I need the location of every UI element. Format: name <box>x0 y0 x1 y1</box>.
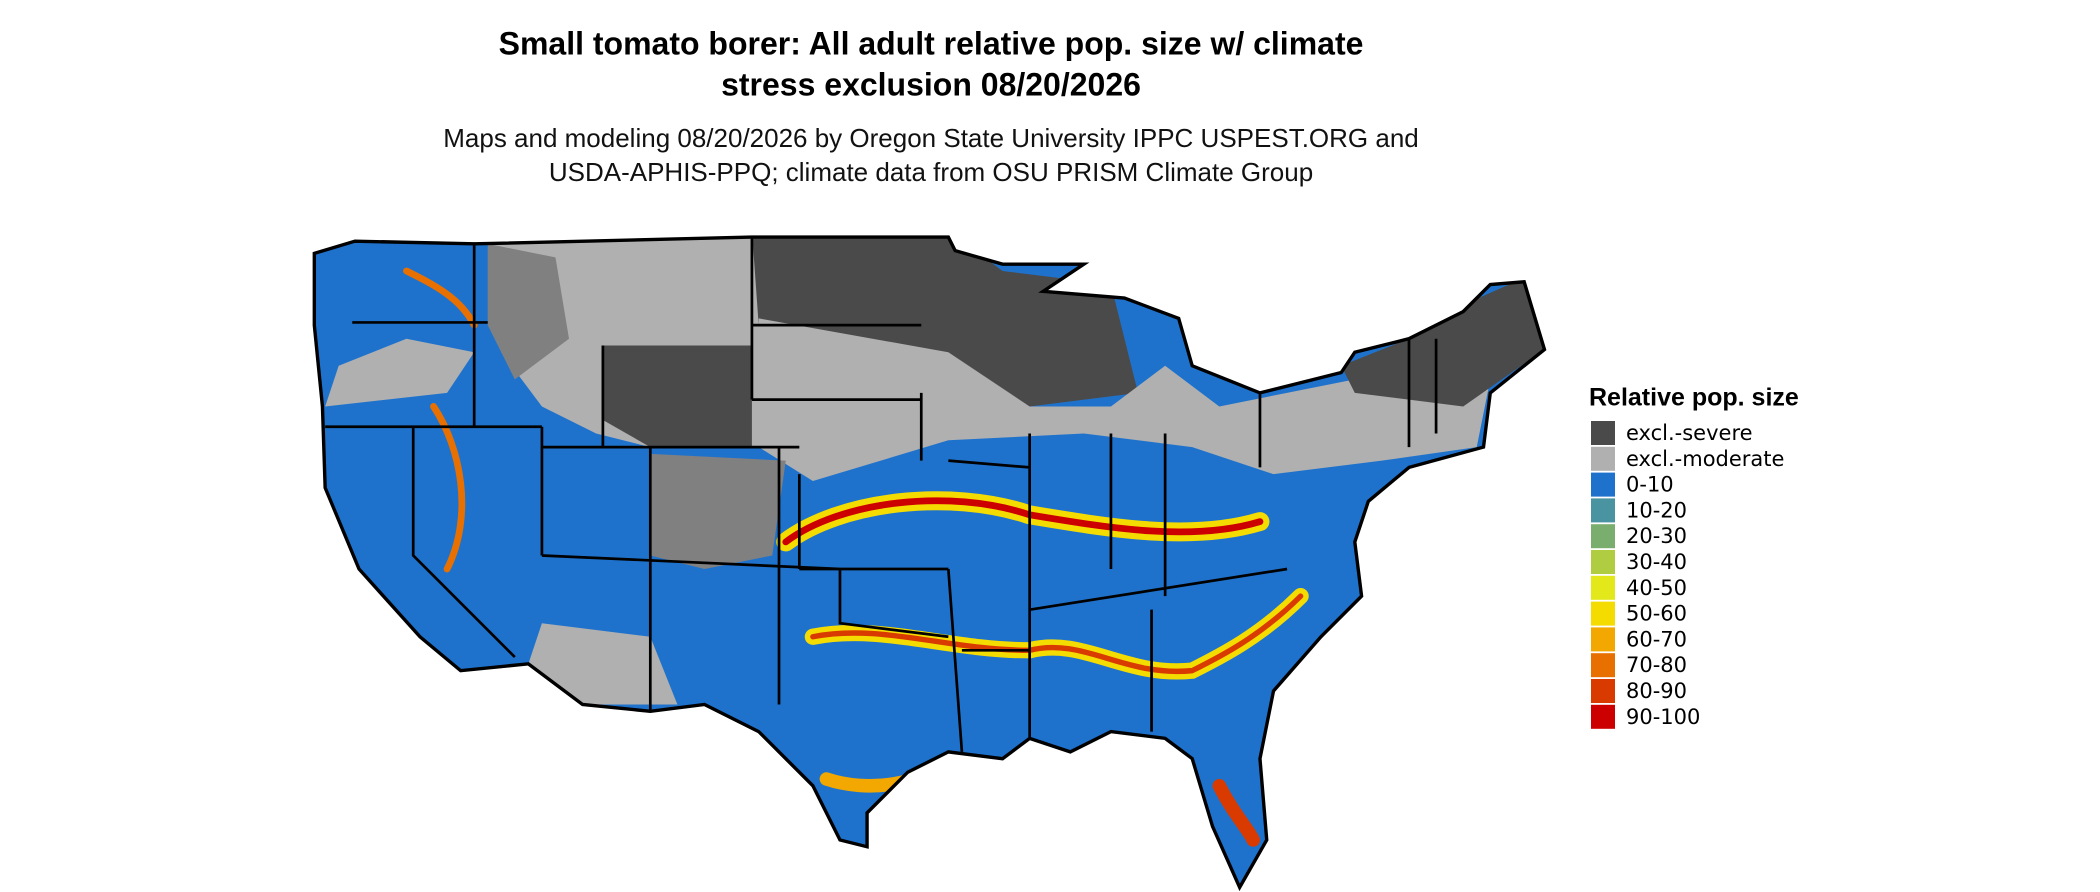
legend-label: excl.-moderate <box>1626 447 1784 471</box>
legend-label: 30-40 <box>1626 550 1687 574</box>
legend-label: 90-100 <box>1626 705 1700 729</box>
title: stress exclusion 08/20/2026 <box>721 66 1141 102</box>
legend-swatch <box>1591 446 1615 471</box>
legend-label: 80-90 <box>1626 679 1687 703</box>
legend-swatch <box>1591 524 1615 549</box>
legend-swatch <box>1591 472 1615 497</box>
legend-label: 50-60 <box>1626 602 1687 626</box>
legend-title: Relative pop. size <box>1589 384 1799 412</box>
legend-swatch <box>1591 575 1615 600</box>
legend-swatch <box>1591 653 1615 678</box>
legend-swatch <box>1591 627 1615 652</box>
legend-swatch <box>1591 421 1615 445</box>
legend-swatch <box>1591 498 1615 523</box>
legend-label: 60-70 <box>1626 627 1687 651</box>
legend-swatch <box>1591 679 1615 703</box>
legend-label: 20-30 <box>1626 524 1687 548</box>
legend-swatch <box>1591 550 1615 574</box>
title: Small tomato borer: All adult relative p… <box>499 25 1364 61</box>
legend-label: 70-80 <box>1626 653 1687 677</box>
legend-swatch <box>1591 704 1615 729</box>
legend-label: 0-10 <box>1626 473 1674 497</box>
legend-label: excl.-severe <box>1626 421 1753 445</box>
subtitle: Maps and modeling 08/20/2026 by Oregon S… <box>443 123 1419 153</box>
map <box>312 235 1547 890</box>
subtitle: USDA-APHIS-PPQ; climate data from OSU PR… <box>549 157 1313 187</box>
legend-swatch <box>1591 601 1615 626</box>
legend-label: 10-20 <box>1626 498 1687 522</box>
legend-label: 40-50 <box>1626 576 1687 600</box>
